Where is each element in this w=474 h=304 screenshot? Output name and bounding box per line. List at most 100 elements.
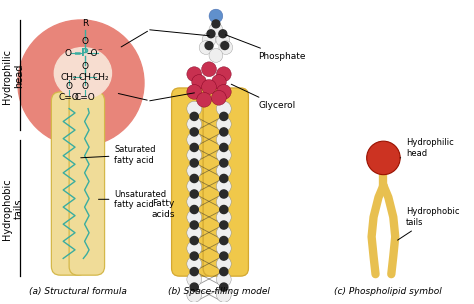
- Circle shape: [187, 132, 201, 147]
- Circle shape: [190, 283, 198, 291]
- Text: ⁻: ⁻: [98, 47, 102, 56]
- Circle shape: [187, 163, 201, 178]
- Text: –O: –O: [87, 49, 98, 58]
- Circle shape: [217, 101, 231, 116]
- Text: =: =: [73, 49, 81, 58]
- Text: Hydrophobic
tails: Hydrophobic tails: [2, 178, 24, 240]
- Circle shape: [187, 288, 201, 302]
- Circle shape: [202, 33, 216, 47]
- Text: CH: CH: [78, 73, 91, 81]
- Circle shape: [220, 268, 228, 276]
- Text: P: P: [81, 48, 89, 58]
- Circle shape: [190, 143, 198, 151]
- Circle shape: [219, 41, 233, 54]
- Circle shape: [220, 221, 228, 229]
- Circle shape: [207, 30, 215, 38]
- Circle shape: [220, 143, 228, 151]
- Circle shape: [220, 206, 228, 214]
- Circle shape: [201, 62, 217, 77]
- Circle shape: [187, 225, 201, 240]
- Text: Glycerol: Glycerol: [231, 84, 295, 110]
- Text: (b) Space-filling model: (b) Space-filling model: [168, 287, 270, 296]
- Circle shape: [190, 252, 198, 260]
- FancyBboxPatch shape: [172, 88, 217, 276]
- Circle shape: [197, 92, 211, 107]
- Text: O: O: [64, 49, 71, 58]
- Text: Hydrophilic
head: Hydrophilic head: [400, 138, 454, 158]
- Text: CH₂: CH₂: [92, 73, 109, 81]
- Circle shape: [190, 237, 198, 245]
- Text: Hydrophobic
tails: Hydrophobic tails: [398, 207, 460, 240]
- Circle shape: [187, 117, 201, 132]
- Text: C=O: C=O: [59, 93, 80, 102]
- Text: Fatty
acids: Fatty acids: [152, 199, 175, 219]
- Circle shape: [212, 20, 220, 28]
- Circle shape: [220, 190, 228, 198]
- Text: O: O: [82, 37, 88, 46]
- Text: Saturated
fatty acid: Saturated fatty acid: [81, 145, 156, 165]
- FancyBboxPatch shape: [51, 92, 87, 275]
- Circle shape: [217, 117, 231, 132]
- Circle shape: [217, 179, 231, 194]
- Circle shape: [190, 128, 198, 136]
- Circle shape: [18, 20, 144, 146]
- Circle shape: [187, 148, 201, 163]
- FancyBboxPatch shape: [69, 92, 105, 275]
- Circle shape: [220, 237, 228, 245]
- Circle shape: [220, 159, 228, 167]
- Circle shape: [220, 128, 228, 136]
- Circle shape: [220, 174, 228, 182]
- Text: Hydrophilic
head: Hydrophilic head: [2, 49, 24, 104]
- Circle shape: [217, 241, 231, 256]
- Circle shape: [217, 132, 231, 147]
- Circle shape: [217, 148, 231, 163]
- Circle shape: [190, 268, 198, 276]
- Circle shape: [187, 257, 201, 271]
- Circle shape: [187, 179, 201, 194]
- Text: O: O: [82, 82, 88, 92]
- Text: Unsaturated
fatty acid: Unsaturated fatty acid: [99, 190, 166, 209]
- Circle shape: [217, 210, 231, 225]
- Ellipse shape: [55, 47, 111, 99]
- Text: Phosphate: Phosphate: [226, 35, 306, 61]
- Circle shape: [187, 272, 201, 287]
- Circle shape: [190, 221, 198, 229]
- Circle shape: [190, 159, 198, 167]
- FancyBboxPatch shape: [203, 88, 248, 276]
- Circle shape: [205, 42, 213, 50]
- Circle shape: [187, 101, 201, 116]
- Circle shape: [201, 80, 217, 94]
- Circle shape: [217, 67, 231, 81]
- Circle shape: [187, 85, 201, 99]
- Circle shape: [216, 33, 230, 47]
- Circle shape: [217, 288, 231, 302]
- Circle shape: [220, 252, 228, 260]
- Circle shape: [190, 174, 198, 182]
- Circle shape: [209, 49, 223, 62]
- Circle shape: [187, 210, 201, 225]
- Circle shape: [217, 225, 231, 240]
- Text: O: O: [82, 62, 88, 71]
- Text: O: O: [65, 82, 73, 92]
- Text: C=O: C=O: [74, 93, 95, 102]
- Circle shape: [220, 112, 228, 120]
- Text: R: R: [82, 19, 88, 28]
- Circle shape: [190, 190, 198, 198]
- Circle shape: [211, 75, 226, 89]
- Circle shape: [221, 42, 229, 50]
- Circle shape: [217, 85, 231, 99]
- Circle shape: [217, 194, 231, 209]
- Circle shape: [209, 9, 223, 23]
- Circle shape: [199, 41, 213, 54]
- Circle shape: [190, 112, 198, 120]
- Circle shape: [217, 163, 231, 178]
- Circle shape: [187, 194, 201, 209]
- Circle shape: [217, 272, 231, 287]
- Text: (c) Phospholipid symbol: (c) Phospholipid symbol: [335, 287, 442, 296]
- Circle shape: [190, 206, 198, 214]
- Circle shape: [192, 75, 207, 89]
- Circle shape: [367, 141, 400, 175]
- Text: (a) Structural formula: (a) Structural formula: [29, 287, 127, 296]
- Circle shape: [209, 23, 223, 37]
- Circle shape: [187, 67, 201, 81]
